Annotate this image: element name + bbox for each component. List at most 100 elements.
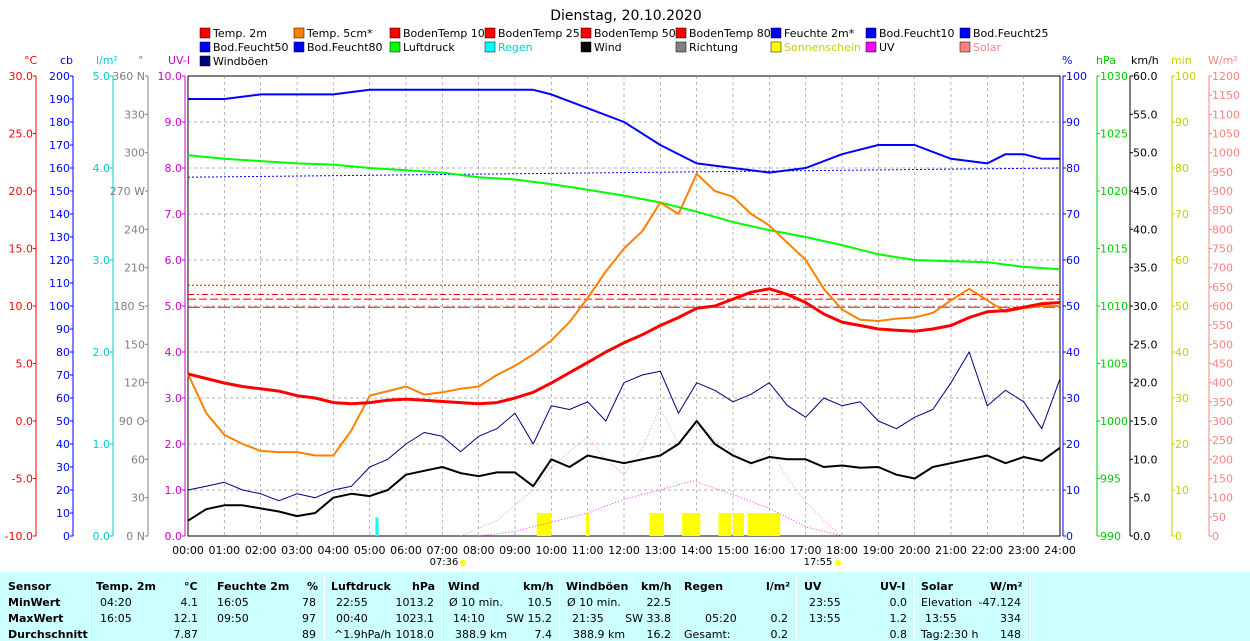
axis-title-sun: min: [1171, 54, 1192, 67]
tick-label-cb: 30: [56, 461, 70, 474]
stats-temp-time: 16:05: [100, 612, 132, 625]
tick-label-wind: 0.0: [1133, 530, 1151, 543]
legend-swatch: [865, 41, 877, 53]
stats-press-time: ^1.9hPa/h: [334, 628, 392, 641]
statistics-table: Sensor Temp. 2m °C Feuchte 2m % Luftdruc…: [0, 572, 1250, 641]
tick-label-cb: 120: [49, 254, 70, 267]
tick-label-hum: 70: [1066, 208, 1080, 221]
tick-label-cb: 160: [49, 162, 70, 175]
legend-swatch: [580, 41, 592, 53]
tick-label-solar: 50: [1212, 511, 1226, 524]
series-sonnenschein-bar: [585, 513, 590, 536]
tick-label-cb: 130: [49, 231, 70, 244]
legend-label: Regen: [498, 41, 533, 54]
weather-chart: Dienstag, 20.10.2020 Temp. 2m Temp. 5cm* B…: [5, 8, 1240, 568]
tick-label-solar: 550: [1212, 319, 1233, 332]
stats-press-time: 00:40: [336, 612, 368, 625]
time-label: 08:00: [463, 544, 495, 557]
tick-label-solar: 1100: [1212, 108, 1240, 121]
legend-label: Bod.Feucht80: [307, 41, 383, 54]
tick-label-uv: 0.0: [165, 530, 183, 543]
tick-label-wind: 50.0: [1133, 147, 1158, 160]
time-label: 23:00: [1008, 544, 1040, 557]
sunset-marker: [835, 560, 841, 566]
tick-label-uv: 9.0: [165, 116, 183, 129]
tick-label-solar: 650: [1212, 281, 1233, 294]
series-sonnenschein-bar: [682, 513, 701, 536]
stats-header-temp-unit: °C: [184, 580, 198, 593]
chart-title: Dienstag, 20.10.2020: [550, 8, 701, 24]
tick-label-hum: 100: [1066, 70, 1087, 83]
tick-label-cb: 140: [49, 208, 70, 221]
stats-header-temp: Temp. 2m: [96, 580, 156, 593]
legend-label: Bod.Feucht50: [213, 41, 289, 54]
stats-rain-time: 05:20: [705, 612, 737, 625]
tick-label-press: 1015: [1100, 243, 1128, 256]
tick-label-wind: 40.0: [1133, 223, 1158, 236]
legend-label: Sonnenschein: [784, 41, 861, 54]
time-axis: 00:00 01:00 02:00 03:00 04:00 05:00 06:00 07:00…: [172, 544, 1076, 557]
tick-label-dir: 150: [124, 338, 145, 351]
stats-wind-value: 10.5: [527, 596, 553, 609]
stats-hum-value: 89: [302, 628, 316, 641]
stats-temp-value: 4.1: [180, 596, 199, 609]
tick-label-wind: 45.0: [1133, 185, 1158, 198]
stats-solar-time: Elevation: [921, 596, 973, 609]
stats-divider: [677, 576, 678, 640]
tick-label-dir: 90 O: [119, 415, 145, 428]
axis-title-cb: cb: [60, 54, 73, 67]
tick-label-hum: 10: [1066, 484, 1080, 497]
sunset-label: 17:55: [804, 557, 833, 568]
tick-label-cb: 190: [49, 93, 70, 106]
tick-label-solar: 850: [1212, 204, 1233, 217]
plot-area: [187, 88, 1061, 537]
tick-label-solar: 750: [1212, 243, 1233, 256]
stats-header-sensor: Sensor: [8, 580, 51, 593]
tick-label-press: 1010: [1100, 300, 1128, 313]
series-feuchte-2m-line: [188, 88, 1060, 174]
stats-header-solar-unit: W/m²: [990, 580, 1023, 593]
tick-label-dir: 120: [124, 377, 145, 390]
legend-label: BodenTemp 50: [594, 27, 676, 40]
tick-label-sun: 10: [1175, 484, 1189, 497]
stats-wind-time: 14:10: [453, 612, 485, 625]
tick-label-wind: 5.0: [1133, 492, 1151, 505]
legend-label: BodenTemp 80: [689, 27, 771, 40]
stats-header-hum: Feuchte 2m: [217, 580, 290, 593]
stats-row-label: MaxWert: [8, 612, 64, 625]
stats-temp-value: 7.87: [173, 628, 199, 641]
stats-solar-value: 148: [1000, 628, 1021, 641]
legend-label: Temp. 5cm*: [306, 27, 373, 40]
tick-label-press: 990: [1100, 530, 1121, 543]
legend-label: Solar: [973, 41, 1002, 54]
tick-label-cb: 40: [56, 438, 70, 451]
stats-gust-value: SW 33.8: [625, 612, 671, 625]
sunrise-label: 07:36: [430, 557, 459, 568]
stats-header-hum-unit: %: [307, 580, 319, 593]
tick-label-uv: 4.0: [165, 346, 183, 359]
stats-wind-time: 388.9 km: [455, 628, 508, 641]
tick-label-dir: 240: [124, 223, 145, 236]
tick-label-solar: 400: [1212, 377, 1233, 390]
tick-label-dir: 0 N: [126, 530, 145, 543]
legend-label: Bod.Feucht10: [879, 27, 955, 40]
time-label: 07:00: [426, 544, 458, 557]
tick-label-cb: 20: [56, 484, 70, 497]
tick-label-solar: 100: [1212, 492, 1233, 505]
tick-label-hum: 0: [1066, 530, 1073, 543]
stats-wind-time: Ø 10 min.: [449, 596, 503, 609]
tick-label-solar: 1150: [1212, 89, 1240, 102]
tick-label-cb: 100: [49, 300, 70, 313]
stats-uv-value: 0.8: [889, 628, 908, 641]
legend-swatch: [959, 41, 971, 53]
tick-label-temp: 0.0: [16, 415, 34, 428]
tick-label-wind: 10.0: [1133, 453, 1158, 466]
tick-label-sun: 80: [1175, 162, 1189, 175]
legend-label: Wind: [594, 41, 622, 54]
tick-label-solar: 500: [1212, 338, 1233, 351]
stats-solar-time: Tag:2:30 h: [921, 628, 979, 641]
legend-swatch: [199, 55, 211, 67]
tick-label-sun: 50: [1175, 300, 1189, 313]
stats-solar-value: -47.124: [978, 596, 1021, 609]
tick-label-press: 1025: [1100, 128, 1128, 141]
